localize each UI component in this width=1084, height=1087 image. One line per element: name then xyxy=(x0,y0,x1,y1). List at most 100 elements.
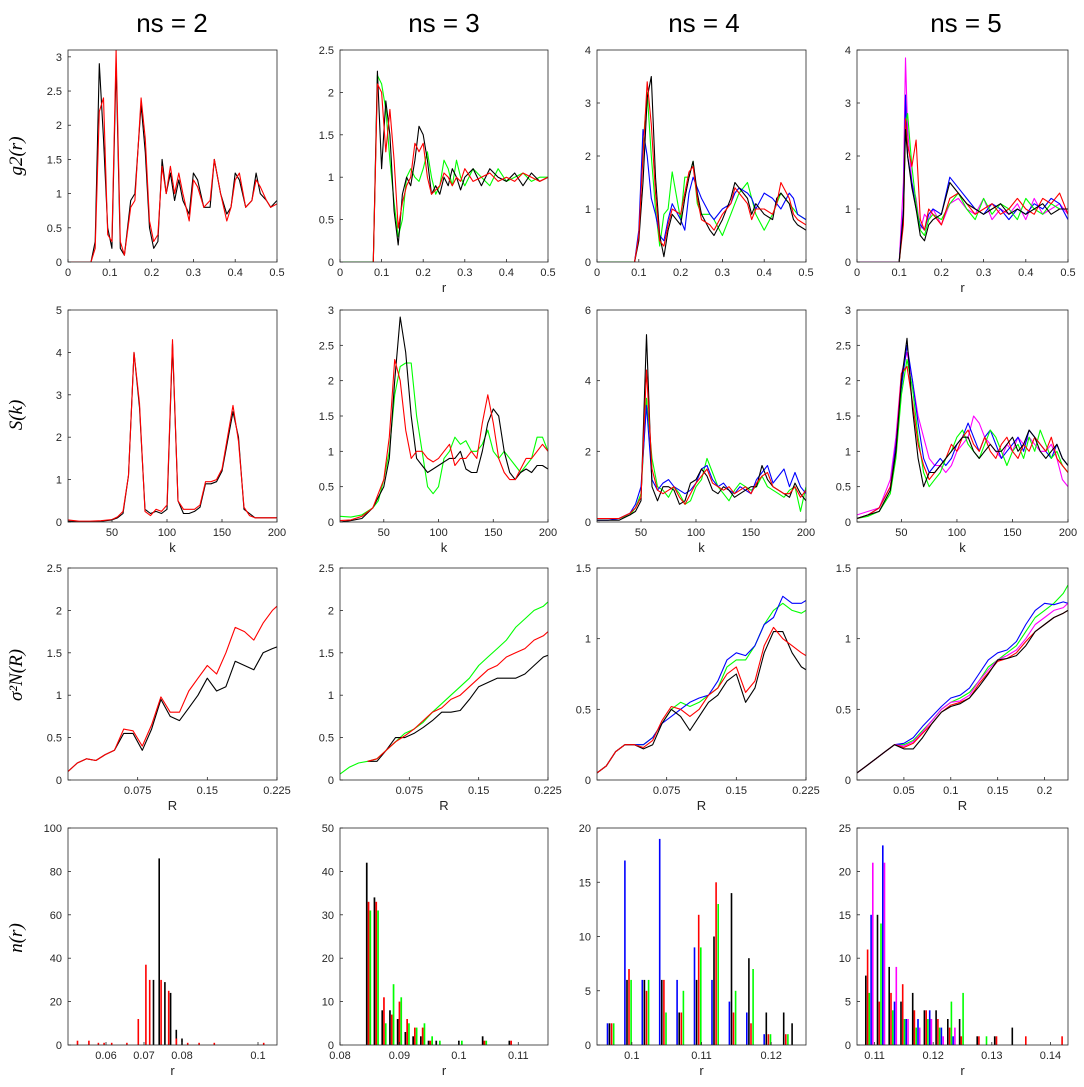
bar-green xyxy=(927,1019,929,1045)
axes-frame xyxy=(339,49,549,263)
series-line-black xyxy=(372,70,548,262)
bar-red xyxy=(890,992,892,1045)
y-tick-label: 30 xyxy=(322,910,334,922)
y-tick-label: 0.5 xyxy=(47,733,62,745)
x-tick-label: 200 xyxy=(539,527,557,539)
panel-g2-ns3: 0 0.1 0.2 0.3 0.4 0.5 0 0.5 1 1.5 2 2.5 r xyxy=(319,45,556,295)
bar-green xyxy=(734,990,737,1045)
x-tick-label: 0.4 xyxy=(757,267,772,279)
x-tick-label: 0.225 xyxy=(792,785,820,797)
y-tick-label: 2.5 xyxy=(319,563,334,575)
y-tick-label: 3 xyxy=(845,98,851,110)
x-tick-label: 0.11 xyxy=(508,1050,529,1062)
plot-area xyxy=(597,50,806,262)
y-tick-label: 0 xyxy=(585,1040,591,1052)
plot-area xyxy=(857,50,1068,262)
y-tick-label: 2 xyxy=(56,432,62,444)
y-tick-label: 2 xyxy=(845,376,851,388)
y-tick-label: 0 xyxy=(56,775,62,787)
panel-var-ns3: 0.075 0.15 0.225 0 0.5 1 1.5 2 2.5 R xyxy=(319,563,562,813)
series-line-red xyxy=(68,50,277,262)
bar-red xyxy=(97,1042,100,1045)
x-tick-label: 0.15 xyxy=(197,785,218,797)
bar-red xyxy=(175,1038,178,1045)
x-axis-label: R xyxy=(958,798,967,813)
bar-red xyxy=(995,1036,998,1045)
x-tick-label: 0.1 xyxy=(250,1050,265,1062)
y-tick-label: 1 xyxy=(585,634,591,646)
x-tick-label: 0.08 xyxy=(171,1050,192,1062)
y-tick-label: 20 xyxy=(50,997,62,1009)
bar-red xyxy=(785,1034,787,1045)
x-axis-label: k xyxy=(441,540,448,555)
x-tick-label: 0.3 xyxy=(715,267,730,279)
bar-black xyxy=(748,958,750,1045)
y-tick-label: 0 xyxy=(845,257,851,269)
bar-black xyxy=(626,979,628,1045)
bar-green xyxy=(665,1012,667,1045)
bar-red xyxy=(913,1010,916,1045)
data-layer xyxy=(76,858,265,1045)
bar-black xyxy=(181,1038,183,1045)
bar-red xyxy=(1025,1036,1027,1045)
series-line-blue xyxy=(634,128,806,262)
y-tick-label: 4 xyxy=(585,45,591,57)
bar-red xyxy=(878,1001,881,1045)
y-tick-label: 0 xyxy=(328,1040,334,1052)
bar-black xyxy=(427,1040,430,1045)
bar-red xyxy=(732,1012,735,1045)
x-tick-label: 200 xyxy=(1059,527,1077,539)
axes-frame xyxy=(67,49,278,263)
bar-black xyxy=(947,1019,949,1045)
x-tick-label: 150 xyxy=(742,527,760,539)
y-tick-label: 10 xyxy=(579,932,591,944)
y-tick-label: 20 xyxy=(579,823,591,835)
data-layer xyxy=(340,601,548,775)
y-tick-label: 1 xyxy=(845,204,851,216)
x-tick-label: 150 xyxy=(1003,527,1021,539)
y-tick-label: 3 xyxy=(56,52,62,64)
plot-area xyxy=(340,50,548,262)
y-tick-label: 2.5 xyxy=(319,45,334,57)
y-tick-label: 2.5 xyxy=(319,340,334,352)
bar-black xyxy=(791,1023,793,1045)
y-tick-label: 2 xyxy=(56,605,62,617)
x-axis-label: r xyxy=(442,280,447,295)
x-tick-label: 0.1 xyxy=(451,1050,466,1062)
x-tick-label: 0.4 xyxy=(499,267,514,279)
y-tick-label: 1.5 xyxy=(47,154,62,166)
y-tick-label: 0 xyxy=(585,257,591,269)
bar-green xyxy=(439,1040,441,1045)
y-tick-label: 60 xyxy=(50,910,62,922)
bar-black xyxy=(508,1040,511,1045)
bar-green xyxy=(682,990,685,1045)
bar-red xyxy=(866,949,869,1045)
bar-red xyxy=(137,1019,140,1045)
y-tick-label: 20 xyxy=(322,953,334,965)
x-tick-label: 0.2 xyxy=(934,267,949,279)
x-tick-label: 0 xyxy=(594,267,600,279)
bar-green xyxy=(950,1001,953,1045)
x-tick-label: 50 xyxy=(106,527,118,539)
bar-green xyxy=(717,904,719,1045)
x-tick-label: 0.1 xyxy=(102,267,117,279)
y-tick-label: 40 xyxy=(322,866,334,878)
bar-black xyxy=(643,979,646,1045)
y-tick-label: 2 xyxy=(56,120,62,132)
x-tick-label: 100 xyxy=(948,527,966,539)
panel-s-ns3: 50 100 150 200 0 0.5 1 1.5 2 2.5 3 k xyxy=(319,305,557,555)
x-tick-label: 0.5 xyxy=(1060,267,1075,279)
y-tick-label: 0.5 xyxy=(836,704,851,716)
y-axis-label: n(r) xyxy=(6,923,27,953)
y-tick-label: 1.5 xyxy=(836,563,851,575)
bar-black xyxy=(152,979,155,1045)
bar-red xyxy=(767,1034,770,1045)
bar-green xyxy=(985,1036,988,1045)
series-line-red xyxy=(597,369,806,520)
y-tick-label: 3 xyxy=(328,305,334,317)
bar-black xyxy=(865,975,867,1045)
y-tick-label: 15 xyxy=(579,877,591,889)
bar-black xyxy=(381,1010,384,1045)
bar-black xyxy=(608,1023,611,1045)
